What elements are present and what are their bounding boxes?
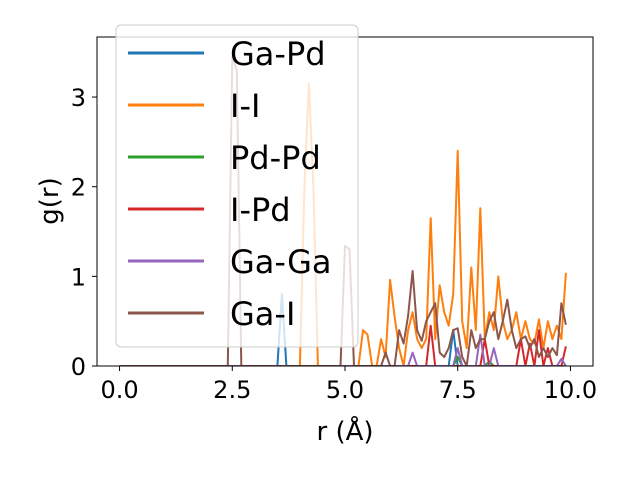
series-line-i-i bbox=[119, 82, 567, 366]
x-tick-label: 2.5 bbox=[213, 376, 251, 404]
legend-label: I-I bbox=[230, 87, 260, 125]
y-tick-label: 0 bbox=[71, 353, 86, 381]
series-line-pd-pd bbox=[119, 356, 566, 366]
y-axis-label: g(r) bbox=[35, 177, 65, 224]
legend-label: Ga-I bbox=[230, 295, 295, 333]
x-tick-label: 10.0 bbox=[544, 376, 597, 404]
x-axis-label: r (Å) bbox=[316, 415, 373, 447]
y-tick-label: 1 bbox=[71, 263, 86, 291]
legend-label: I-Pd bbox=[230, 191, 291, 229]
legend-label: Pd-Pd bbox=[230, 139, 321, 177]
x-tick-label: 7.5 bbox=[439, 376, 477, 404]
y-tick-label: 2 bbox=[71, 174, 86, 202]
x-tick-label: 0.0 bbox=[100, 376, 138, 404]
legend: Ga-Pd I-I Pd-Pd I-Pd Ga-Ga Ga-I bbox=[115, 24, 359, 348]
legend-label: Ga-Pd bbox=[230, 35, 326, 73]
x-axis: 0.0 2.5 5.0 7.5 10.0 bbox=[100, 366, 597, 404]
y-tick-label: 3 bbox=[71, 84, 86, 112]
legend-label: Ga-Ga bbox=[230, 243, 332, 281]
y-axis: 0 1 2 3 bbox=[71, 84, 97, 381]
x-tick-label: 5.0 bbox=[326, 376, 364, 404]
series-line-ga-ga bbox=[119, 333, 567, 366]
